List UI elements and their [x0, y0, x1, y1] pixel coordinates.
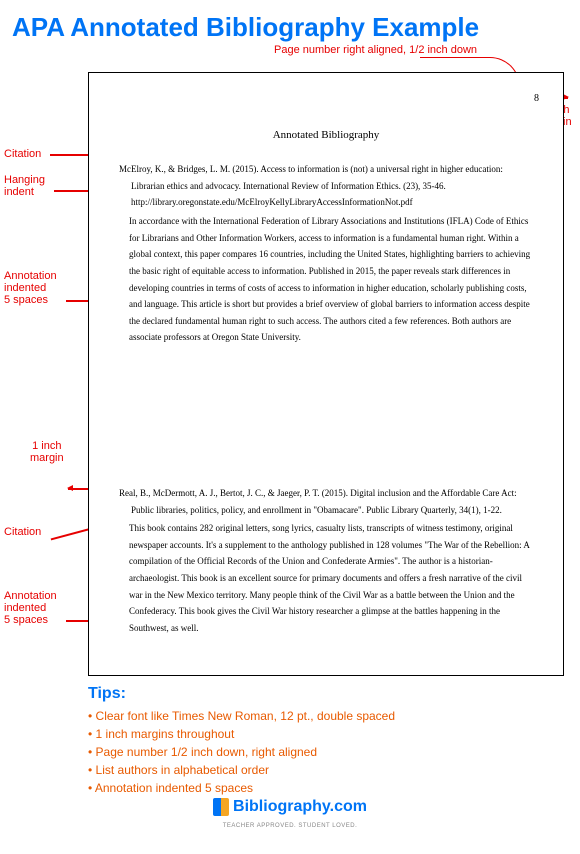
doc-heading: Annotated Bibliography [89, 129, 563, 141]
citation-1-text: McElroy, K., & Bridges, L. M. (2015). Ac… [119, 161, 533, 211]
tips-list: Clear font like Times New Roman, 12 pt.,… [88, 707, 488, 797]
tips-section: Tips: Clear font like Times New Roman, 1… [88, 685, 488, 797]
tip-item: 1 inch margins throughout [88, 725, 488, 743]
annotation-2-text: This book contains 282 original letters,… [129, 520, 533, 636]
tips-heading: Tips: [88, 685, 488, 703]
note-citation-2: Citation [4, 526, 41, 538]
note-annot-indent-1: Annotationindented5 spaces [4, 270, 57, 306]
logo: Bibliography.com [213, 798, 367, 816]
tip-item: Clear font like Times New Roman, 12 pt.,… [88, 707, 488, 725]
tip-item: Annotation indented 5 spaces [88, 779, 488, 797]
logo-text: Bibliography.com [233, 798, 367, 816]
citation-2-text: Real, B., McDermott, A. J., Bertot, J. C… [119, 485, 533, 518]
note-citation-1: Citation [4, 148, 41, 160]
note-margin-left: 1 inchmargin [30, 440, 64, 464]
page-number: 8 [534, 93, 539, 104]
note-annot-indent-2: Annotationindented5 spaces [4, 590, 57, 626]
annotation-1-text: In accordance with the International Fed… [129, 213, 533, 346]
note-page-number: Page number right aligned, 1/2 inch down [274, 44, 554, 56]
book-icon [213, 798, 229, 816]
document-page: 8 Annotated Bibliography McElroy, K., & … [88, 72, 564, 676]
note-hanging: Hangingindent [4, 174, 45, 198]
logo-tagline: TEACHER APPROVED. STUDENT LOVED. [0, 823, 580, 829]
tip-item: List authors in alphabetical order [88, 761, 488, 779]
logo-section: Bibliography.com TEACHER APPROVED. STUDE… [0, 798, 580, 829]
tip-item: Page number 1/2 inch down, right aligned [88, 743, 488, 761]
